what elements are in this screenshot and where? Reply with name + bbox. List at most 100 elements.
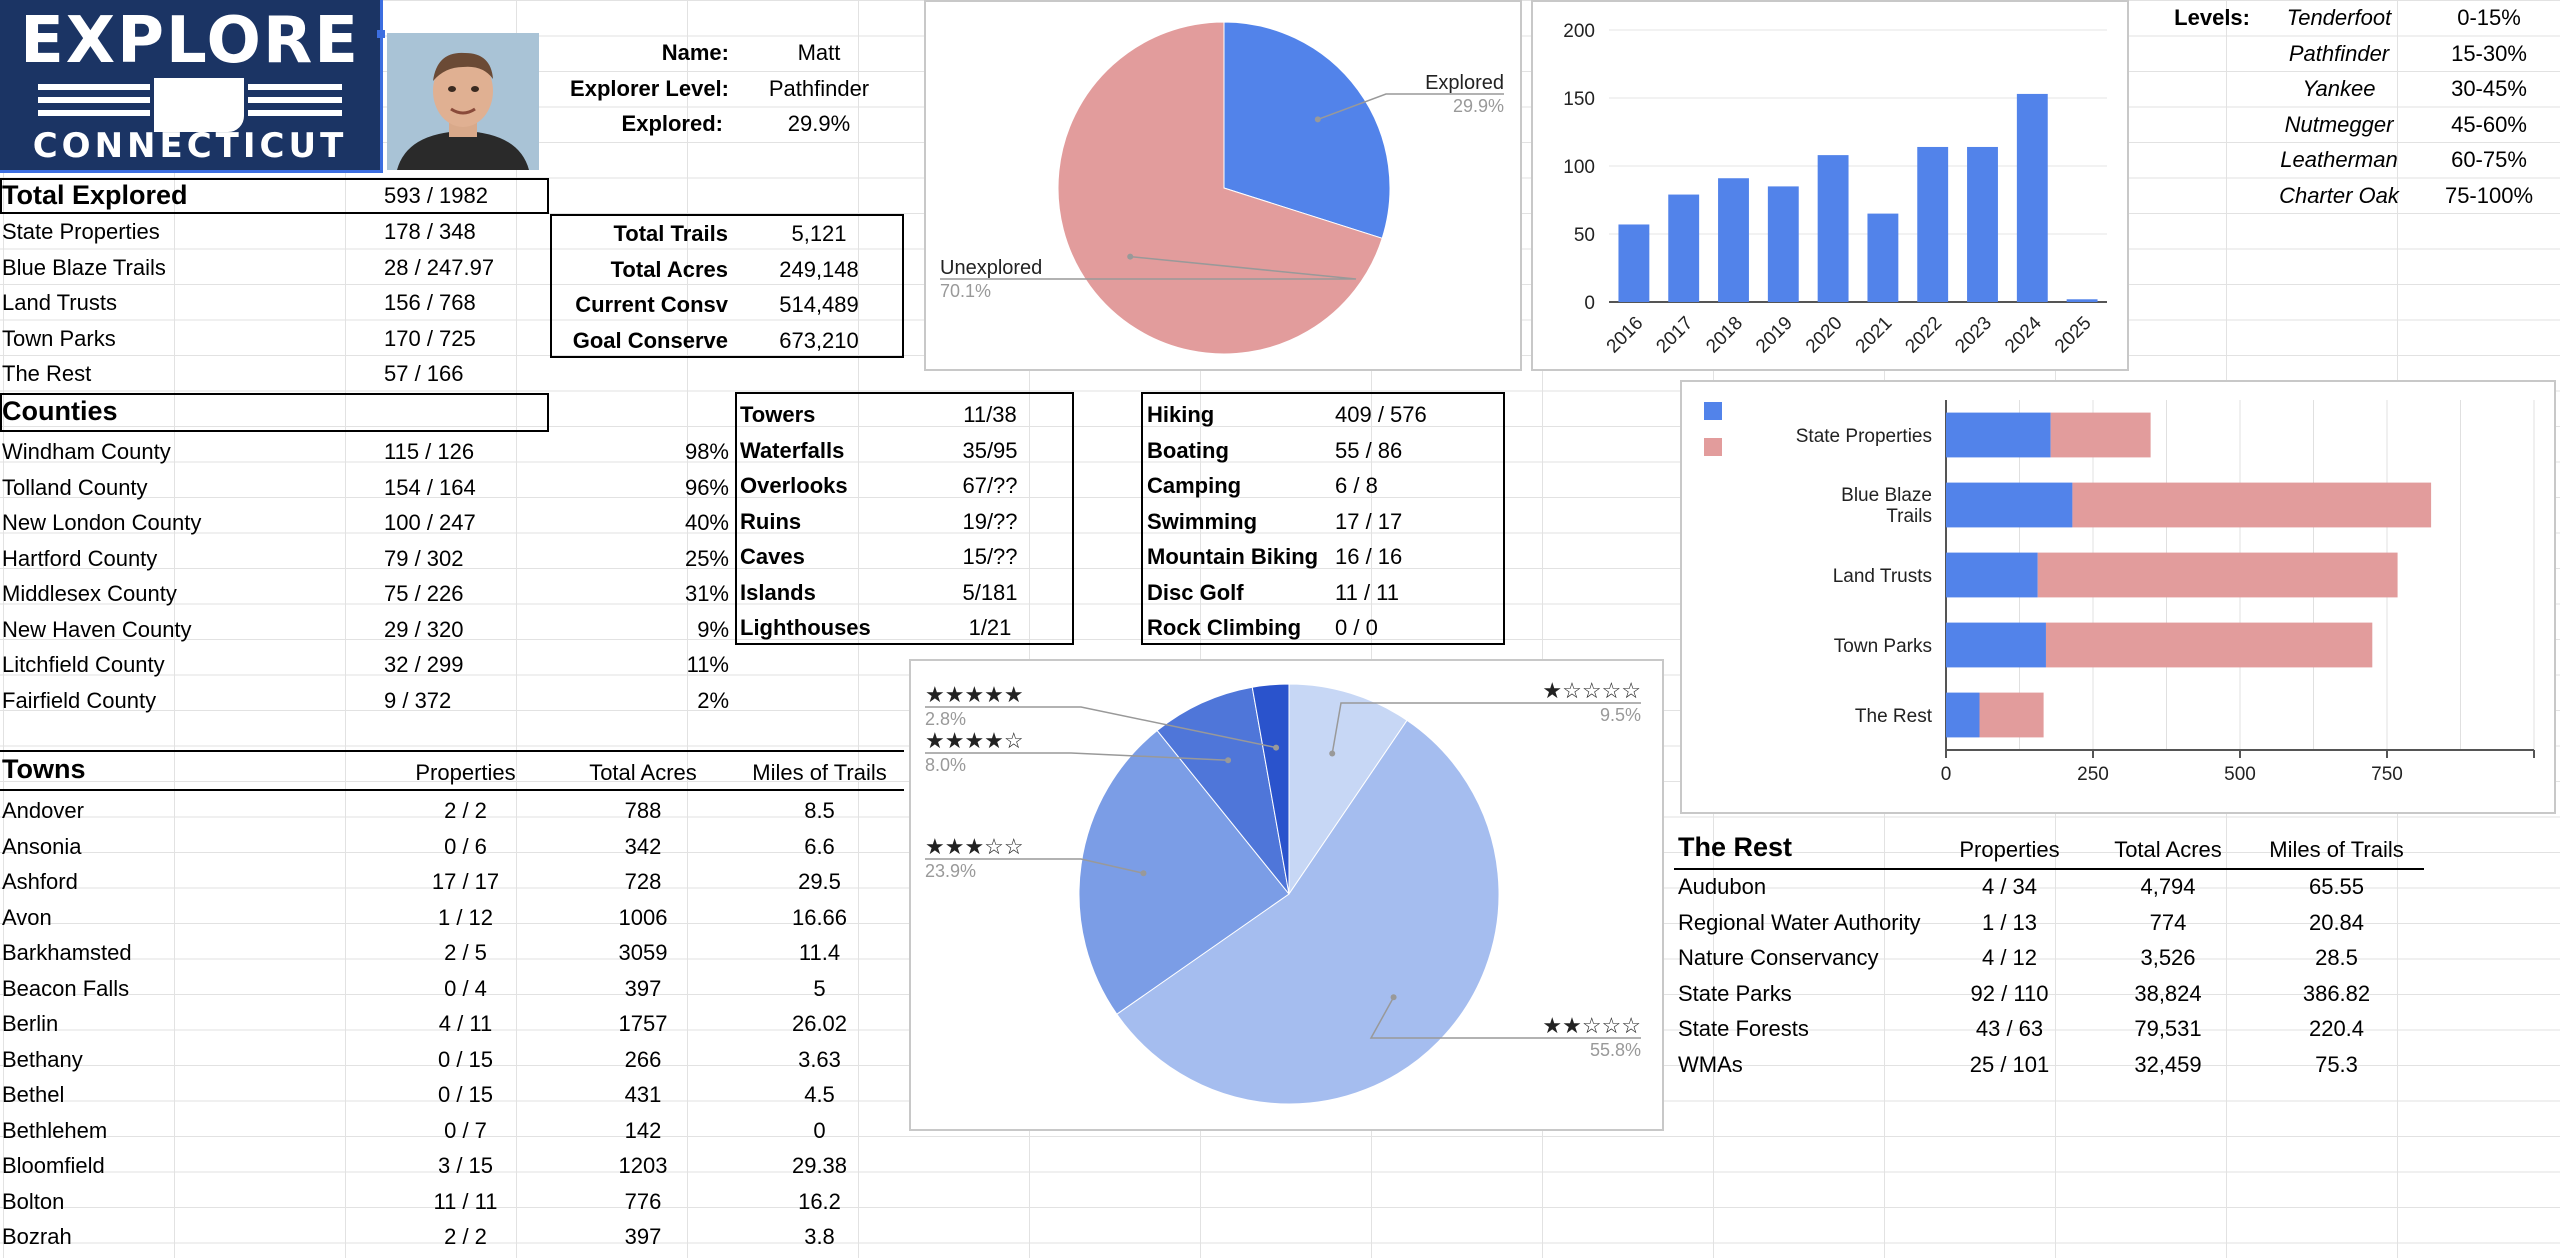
pie-slice-percent: 29.9% bbox=[1453, 96, 1504, 116]
activity-value: 55 / 86 bbox=[1335, 437, 1403, 463]
pie-slice bbox=[1251, 683, 1290, 895]
bar-x-tick-label: 2021 bbox=[1852, 313, 1897, 358]
bar-x-tick-label: 2018 bbox=[1702, 313, 1747, 358]
county-name: Fairfield County bbox=[2, 687, 157, 713]
explored-row-name: The Rest bbox=[2, 361, 92, 386]
towns-col-properties: Properties bbox=[415, 760, 516, 785]
yearly-bar-chart[interactable]: 0 50 100 150 200 2016 2017 2018 2019 2020 2021 2022… bbox=[1531, 0, 2129, 371]
total-explored-value: 593 / 1982 bbox=[384, 183, 488, 208]
bar bbox=[1718, 178, 1749, 302]
town-properties: 0 / 7 bbox=[444, 1117, 487, 1143]
total-explored-box bbox=[0, 178, 549, 214]
level-range: 30-45% bbox=[2451, 76, 2527, 101]
rest-properties: 92 / 110 bbox=[1970, 980, 2049, 1006]
hbar-category-label: Blue Blaze bbox=[1841, 485, 1932, 506]
explored-row-value: 170 / 725 bbox=[384, 325, 476, 351]
bar-x-tick-label: 2022 bbox=[1901, 313, 1946, 358]
town-miles: 3.63 bbox=[798, 1046, 841, 1072]
rest-acres: 4,794 bbox=[2140, 874, 2196, 899]
pie-slice-percent: 55.8% bbox=[1590, 1040, 1641, 1060]
town-miles: 11.4 bbox=[798, 940, 841, 965]
pie-leader-dot bbox=[1140, 870, 1147, 877]
activity-value: 409 / 576 bbox=[1335, 402, 1427, 427]
town-acres: 1757 bbox=[618, 1011, 668, 1036]
rest-name: Nature Conservancy bbox=[1678, 945, 1879, 970]
town-properties: 4 / 11 bbox=[438, 1011, 493, 1036]
rest-acres: 79,531 bbox=[2134, 1016, 2202, 1041]
bar bbox=[1767, 186, 1799, 302]
levels-label: Levels: bbox=[2174, 5, 2250, 30]
county-value: 75 / 226 bbox=[384, 581, 464, 606]
pie-leader-line bbox=[925, 858, 1144, 875]
explored-pie-chart[interactable]: Explored 29.9% Unexplored 70.1% bbox=[924, 0, 1522, 371]
rest-properties: 4 / 34 bbox=[1981, 874, 2038, 899]
town-properties: 0 / 15 bbox=[437, 1046, 494, 1072]
rating-pie-chart[interactable]: ★☆☆☆☆ 9.5% ★★☆☆☆ 55.8% ★★★☆☆ 23.9% ★★★★☆ 8.0% ★★… bbox=[909, 659, 1664, 1131]
bar bbox=[1867, 213, 1899, 302]
pie-slice-label: Unexplored bbox=[940, 257, 1042, 279]
activity-value: 11 / 11 bbox=[1335, 579, 1400, 605]
explored-row-name: Land Trusts bbox=[2, 290, 117, 315]
town-miles: 26.02 bbox=[791, 1011, 848, 1036]
county-name: Middlesex County bbox=[2, 581, 177, 606]
rest-miles: 28.5 bbox=[2315, 945, 2358, 970]
county-percent: 31% bbox=[684, 581, 729, 606]
pie-leader-line bbox=[1331, 702, 1641, 754]
category-stacked-bar-chart[interactable]: 0 250 500 750 State Properties Blue Blaze Trai… bbox=[1680, 380, 2556, 814]
town-name: Beacon Falls bbox=[2, 975, 130, 1001]
pie-slice-label: ★★★★★ bbox=[925, 682, 1024, 707]
town-properties: 1 / 12 bbox=[437, 904, 494, 930]
town-name: Ansonia bbox=[2, 833, 82, 859]
pie-slice-label: ★★★★☆ bbox=[925, 728, 1024, 753]
feature-value: 67/?? bbox=[962, 473, 1018, 498]
hbar-x-tick-label: 0 bbox=[1941, 764, 1952, 785]
rest-properties: 25 / 101 bbox=[1969, 1051, 2050, 1077]
town-properties: 2 / 5 bbox=[444, 940, 487, 965]
totals-label: Total Trails bbox=[613, 221, 728, 246]
hbar-segment bbox=[2037, 552, 2398, 598]
town-name: Bethlehem bbox=[2, 1117, 108, 1143]
hbar-category-label: Trails bbox=[1886, 506, 1932, 527]
explorer-level-value: Pathfinder bbox=[768, 76, 870, 101]
town-miles: 3.8 bbox=[804, 1224, 835, 1249]
explored-row-name: State Properties bbox=[2, 219, 160, 244]
yearly-bar-svg: 0 50 100 150 200 2016 2017 2018 2019 2020 2021 2022… bbox=[1563, 21, 2107, 358]
the-rest-label: The Rest bbox=[1678, 832, 1793, 862]
explore-connecticut-logo: EXPLORE CONNECTICUT bbox=[0, 0, 383, 173]
category-stacked-bar-svg: 0 250 500 750 State Properties Blue BlazeTrai… bbox=[1704, 400, 2535, 785]
rest-col-miles: Miles of Trails bbox=[2269, 837, 2404, 862]
rest-col-properties: Properties bbox=[1959, 837, 2060, 862]
town-miles: 16.66 bbox=[791, 904, 848, 930]
level-range: 0-15% bbox=[2457, 5, 2521, 30]
rest-properties: 1 / 13 bbox=[1981, 909, 2038, 935]
town-acres: 1203 bbox=[618, 1153, 668, 1178]
towns-label: Towns bbox=[2, 754, 86, 784]
totals-label: Current Consv bbox=[575, 292, 728, 317]
town-miles: 6.6 bbox=[804, 833, 835, 859]
town-properties: 0 / 15 bbox=[437, 1082, 494, 1107]
pie-slice-percent: 8.0% bbox=[925, 755, 966, 775]
selection-handle[interactable] bbox=[377, 30, 385, 38]
town-name: Bethany bbox=[2, 1046, 83, 1072]
county-name: New London County bbox=[2, 510, 202, 535]
activity-value: 17 / 17 bbox=[1335, 508, 1403, 534]
pie-leader-dot bbox=[1127, 253, 1134, 260]
explored-row-name: Town Parks bbox=[2, 325, 116, 351]
county-percent: 2% bbox=[697, 687, 729, 713]
towns-col-acres: Total Acres bbox=[589, 760, 697, 785]
hbar-segment bbox=[1946, 692, 1980, 738]
county-percent: 9% bbox=[697, 616, 729, 642]
rating-pie-svg: ★☆☆☆☆9.5% ★★☆☆☆55.8% ★★★☆☆23.9% ★★★★☆8.0% ★★… bbox=[925, 678, 1641, 1105]
level-range: 60-75% bbox=[2451, 147, 2527, 172]
county-percent: 11% bbox=[686, 652, 729, 677]
hbar-segment bbox=[2045, 622, 2373, 668]
county-value: 115 / 126 bbox=[384, 439, 475, 464]
bar-x-tick-label: 2016 bbox=[1603, 313, 1648, 358]
pie-slice-percent: 70.1% bbox=[940, 281, 991, 301]
level-name: Charter Oak bbox=[2279, 182, 2399, 208]
town-name: Andover bbox=[2, 798, 84, 823]
pie-slice bbox=[1156, 686, 1290, 895]
county-name: Tolland County bbox=[2, 474, 148, 500]
county-name: Litchfield County bbox=[2, 652, 165, 677]
town-miles: 29.5 bbox=[798, 869, 841, 894]
